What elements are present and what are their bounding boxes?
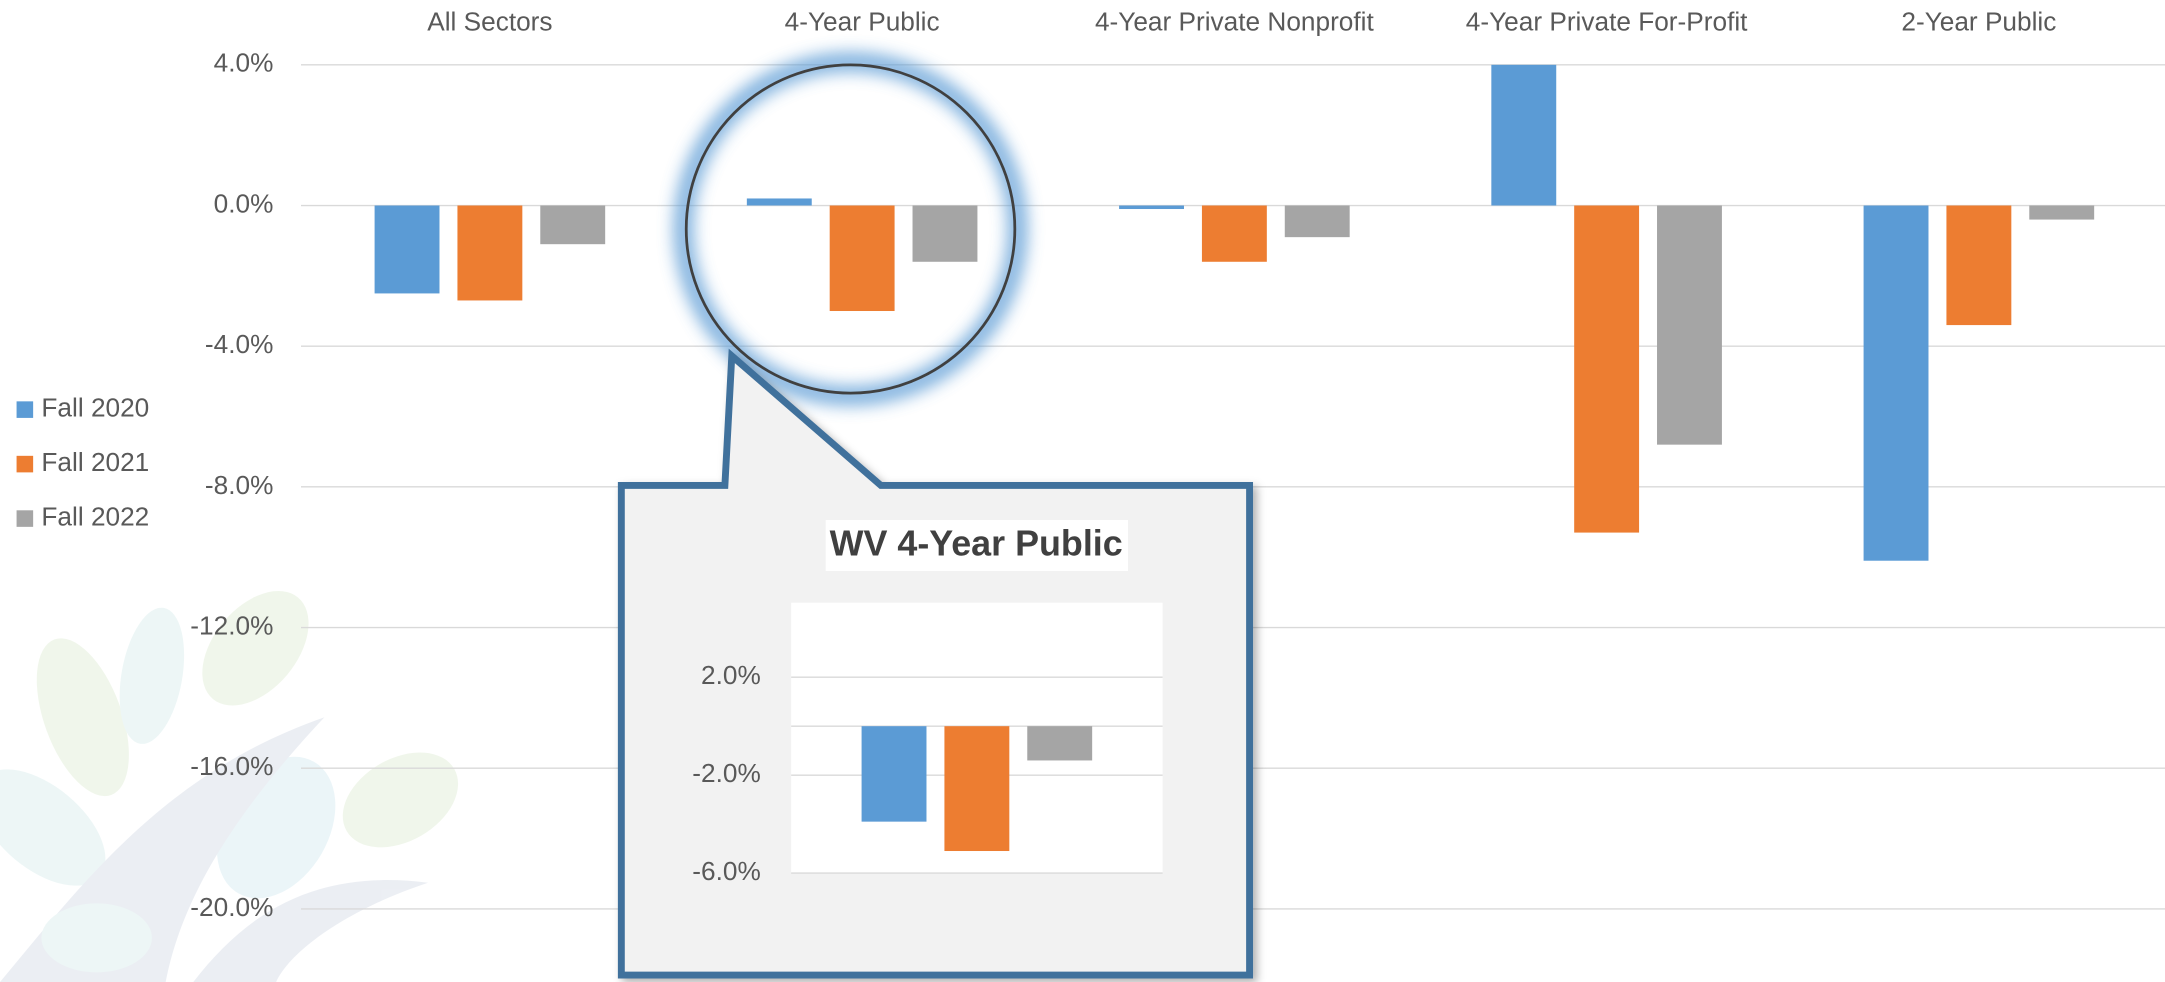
bar xyxy=(1119,206,1184,210)
legend-label: Fall 2022 xyxy=(41,502,149,532)
legend-swatch xyxy=(17,510,34,527)
x-tick-label: 4-Year Public xyxy=(785,6,940,36)
y-tick-label: -12.0% xyxy=(190,610,273,640)
bar xyxy=(1574,206,1639,533)
legend-label: Fall 2021 xyxy=(41,447,149,477)
y-tick-label: -8.0% xyxy=(205,470,273,500)
y-tick-label: -6.0% xyxy=(692,856,760,886)
bar xyxy=(457,206,522,301)
inset-title: WV 4-Year Public xyxy=(830,524,1123,564)
y-tick-label: -16.0% xyxy=(190,751,273,781)
bar xyxy=(913,206,978,262)
y-tick-label: 0.0% xyxy=(214,188,274,218)
legend-swatch xyxy=(17,456,34,473)
bar xyxy=(1027,726,1092,760)
bar xyxy=(944,726,1009,851)
bar xyxy=(1864,206,1929,561)
bar xyxy=(540,206,605,245)
page: {"chart_data": [ {"type": "bar", "catego… xyxy=(0,0,2165,982)
x-tick-label: All Sectors xyxy=(427,6,552,36)
legend-swatch xyxy=(17,401,34,418)
legend-label: Fall 2020 xyxy=(41,393,149,423)
bar xyxy=(2029,206,2094,220)
x-tick-label: 4-Year Private For-Profit xyxy=(1466,6,1748,36)
bar xyxy=(1491,65,1556,206)
y-tick-label: -20.0% xyxy=(190,892,273,922)
x-tick-label: 4-Year Private Nonprofit xyxy=(1095,6,1375,36)
bar xyxy=(1657,206,1722,445)
bar xyxy=(830,206,895,312)
bar xyxy=(1946,206,2011,326)
bar xyxy=(1285,206,1350,238)
bar xyxy=(1202,206,1267,262)
y-tick-label: 2.0% xyxy=(701,660,761,690)
bar xyxy=(747,198,812,205)
y-tick-label: 4.0% xyxy=(214,48,274,78)
y-tick-label: -2.0% xyxy=(692,758,760,788)
bar xyxy=(375,206,440,294)
bar xyxy=(862,726,927,821)
x-tick-label: 2-Year Public xyxy=(1901,6,2056,36)
y-tick-label: -4.0% xyxy=(205,329,273,359)
chart: 4.0% 0.0% -4.0% -8.0% -12.0% -16.0% -20.0% All … xyxy=(0,0,2165,982)
